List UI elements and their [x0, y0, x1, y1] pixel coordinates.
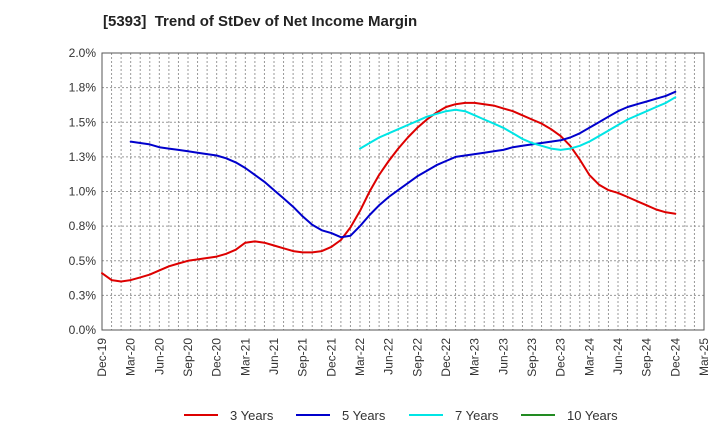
y-tick-label: 0.3%	[69, 288, 97, 302]
legend-label: 3 Years	[230, 407, 274, 423]
x-tick-label: Dec-23	[554, 338, 568, 377]
y-tick-label: 1.0%	[69, 185, 97, 199]
y-tick-label: 0.0%	[69, 323, 97, 337]
legend-swatch	[409, 414, 443, 416]
series-line-3-years	[101, 101, 677, 283]
x-tick-label: Jun-21	[267, 338, 281, 375]
y-tick-label: 2.0%	[69, 46, 97, 60]
x-tick-label: Sep-21	[296, 338, 310, 377]
legend-swatch	[184, 414, 218, 416]
y-tick-label: 0.8%	[69, 219, 97, 233]
plot-frame	[101, 52, 705, 331]
legend-item-7-years: 7 Years	[409, 404, 498, 426]
x-tick-label: Mar-24	[582, 338, 596, 376]
x-tick-label: Dec-24	[668, 338, 682, 377]
chart-legend: 3 Years 5 Years 7 Years 10 Years	[0, 404, 720, 426]
x-tick-label: Jun-22	[382, 338, 396, 375]
x-tick-label: Jun-20	[152, 338, 166, 375]
y-tick-labels: 0.0% 0.3% 0.5% 0.8% 1.0% 1.3% 1.5% 1.8% 2.0%	[69, 46, 97, 337]
x-tick-label: Dec-22	[439, 338, 453, 377]
x-tick-labels: Dec-19 Mar-20 Jun-20 Sep-20 Dec-20 Mar-21 Jun-…	[95, 338, 711, 377]
x-tick-label: Sep-24	[640, 338, 654, 377]
legend-item-10-years: 10 Years	[521, 404, 618, 426]
y-tick-label: 1.3%	[69, 150, 97, 164]
x-tick-label: Sep-23	[525, 338, 539, 377]
legend-swatch	[521, 414, 555, 416]
y-tick-label: 1.5%	[69, 115, 97, 129]
x-tick-label: Jun-23	[496, 338, 510, 375]
x-tick-label: Mar-23	[468, 338, 482, 376]
x-tick-label: Sep-22	[410, 338, 424, 377]
x-tick-label: Dec-21	[324, 338, 338, 377]
legend-label: 10 Years	[567, 407, 618, 423]
legend-label: 7 Years	[455, 407, 499, 423]
x-tick-label: Dec-20	[210, 338, 224, 377]
axis-layer	[101, 52, 705, 331]
legend-item-3-years: 3 Years	[184, 404, 273, 426]
series-line-5-years	[129, 90, 677, 239]
legend-item-5-years: 5 Years	[296, 404, 385, 426]
x-tick-label: Mar-20	[124, 338, 138, 376]
x-tick-label: Dec-19	[95, 338, 109, 377]
x-tick-label: Jun-24	[611, 338, 625, 375]
y-tick-label: 1.8%	[69, 81, 97, 95]
x-tick-label: Mar-25	[697, 338, 711, 376]
y-tick-label: 0.5%	[69, 254, 97, 268]
x-tick-label: Sep-20	[181, 338, 195, 377]
series-line-7-years	[359, 96, 677, 151]
legend-label: 5 Years	[342, 407, 386, 423]
x-tick-label: Mar-21	[238, 338, 252, 376]
legend-swatch	[296, 414, 330, 416]
chart-title: [5393] Trend of StDev of Net Income Marg…	[103, 13, 418, 30]
x-tick-label: Mar-22	[353, 338, 367, 376]
series-layer	[101, 90, 677, 283]
